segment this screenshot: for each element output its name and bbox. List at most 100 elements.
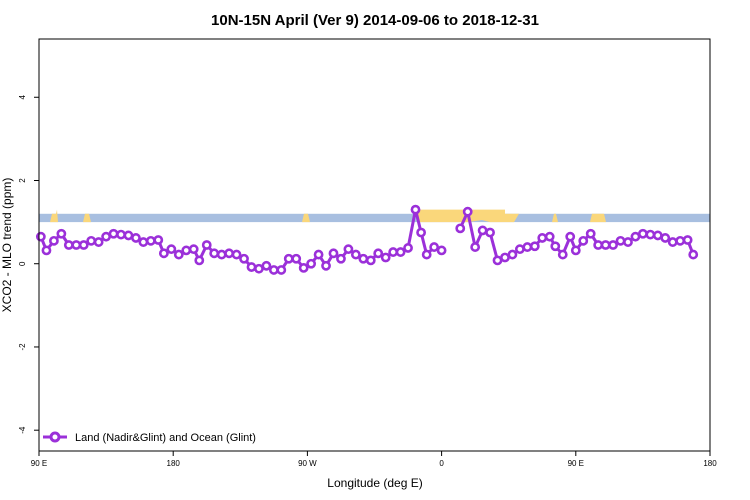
- data-point: [123, 230, 134, 241]
- data-point: [557, 249, 568, 260]
- data-point: [529, 241, 540, 252]
- data-point: [485, 227, 495, 238]
- series-layer: [35, 204, 699, 275]
- data-point: [550, 241, 561, 252]
- legend-entry-label: Land (Nadir&Glint) and Ocean (Glint): [75, 432, 256, 444]
- data-point: [336, 253, 346, 264]
- data-point: [173, 249, 184, 260]
- data-point: [268, 265, 279, 275]
- y-tick-label: -4: [18, 426, 27, 434]
- data-point: [254, 263, 264, 274]
- data-point: [166, 244, 177, 255]
- land-patch: [590, 213, 606, 223]
- data-point: [585, 228, 596, 239]
- land-patch: [302, 213, 310, 223]
- data-point: [688, 249, 699, 260]
- data-point: [276, 265, 287, 275]
- data-point: [388, 247, 399, 257]
- x-tick-label: 180: [167, 459, 181, 468]
- data-point: [682, 235, 693, 245]
- x-tick-label: 90 E: [568, 459, 584, 468]
- data-point: [116, 229, 126, 240]
- data-point: [188, 244, 199, 255]
- data-point: [231, 249, 242, 260]
- y-tick-label: 0: [18, 261, 27, 266]
- chart-title: 10N-15N April (Ver 9) 2014-09-06 to 2018…: [211, 12, 539, 29]
- data-point: [522, 242, 533, 252]
- x-tick-label: 90 W: [298, 459, 317, 468]
- plot-frame: [38, 38, 711, 452]
- land-patch: [83, 213, 91, 223]
- data-point: [78, 240, 89, 250]
- data-point: [544, 231, 555, 242]
- data-point: [500, 252, 510, 263]
- data-point: [373, 248, 384, 259]
- data-point: [201, 240, 212, 250]
- data-point: [35, 231, 46, 242]
- data-point: [246, 262, 257, 272]
- data-point: [615, 235, 626, 246]
- data-point: [321, 260, 331, 271]
- data-point: [108, 228, 119, 239]
- data-point: [395, 247, 406, 257]
- x-tick-label: 180: [703, 459, 717, 468]
- data-point: [350, 249, 361, 260]
- y-tick-label: -2: [18, 343, 27, 351]
- data-point: [239, 253, 249, 264]
- land-patch: [50, 209, 58, 223]
- data-point: [298, 262, 309, 273]
- data-point: [261, 260, 272, 271]
- data-point: [403, 243, 413, 253]
- data-point: [41, 245, 52, 256]
- data-point: [429, 242, 440, 252]
- x-tick-label: 90 E: [31, 459, 47, 468]
- data-point: [470, 242, 481, 252]
- data-point: [623, 237, 633, 247]
- data-point: [49, 235, 59, 246]
- data-point: [93, 237, 104, 247]
- data-point: [131, 233, 141, 243]
- x-tick-label: 0: [439, 459, 444, 468]
- data-point: [71, 240, 82, 250]
- y-tick-label: 2: [18, 178, 27, 183]
- data-point: [660, 233, 671, 243]
- data-point: [181, 245, 192, 256]
- y-tick-label: 4: [18, 94, 27, 99]
- data-point: [291, 253, 302, 264]
- data-point: [63, 240, 74, 250]
- data-point: [667, 237, 678, 247]
- data-point: [593, 240, 604, 250]
- data-point: [158, 248, 169, 259]
- data-point: [153, 235, 164, 245]
- data-point: [652, 230, 663, 241]
- data-point: [410, 204, 421, 215]
- data-point: [313, 249, 324, 260]
- data-point: [283, 253, 294, 264]
- data-point: [675, 235, 686, 246]
- data-point: [380, 252, 391, 263]
- ocean-band: [39, 213, 710, 223]
- data-point: [638, 228, 648, 239]
- data-point: [358, 253, 369, 264]
- data-point: [421, 249, 432, 260]
- data-point: [477, 225, 488, 236]
- data-point: [145, 235, 156, 246]
- x-axis: 90 E 180 90 W 0 90 E 180: [31, 451, 717, 468]
- data-point: [56, 228, 67, 239]
- data-point: [570, 245, 581, 256]
- land-patch: [552, 213, 558, 223]
- data-point: [600, 240, 611, 250]
- y-axis: -4 -2 0 2 4: [18, 94, 39, 434]
- data-point: [86, 235, 97, 246]
- data-point: [507, 249, 518, 260]
- data-point: [343, 244, 354, 255]
- data-point: [209, 248, 220, 259]
- data-point: [565, 231, 576, 242]
- data-point: [455, 223, 466, 234]
- data-point: [216, 249, 227, 260]
- data-point: [462, 206, 473, 217]
- data-point: [608, 240, 618, 250]
- data-point: [416, 227, 426, 238]
- data-point: [514, 244, 525, 255]
